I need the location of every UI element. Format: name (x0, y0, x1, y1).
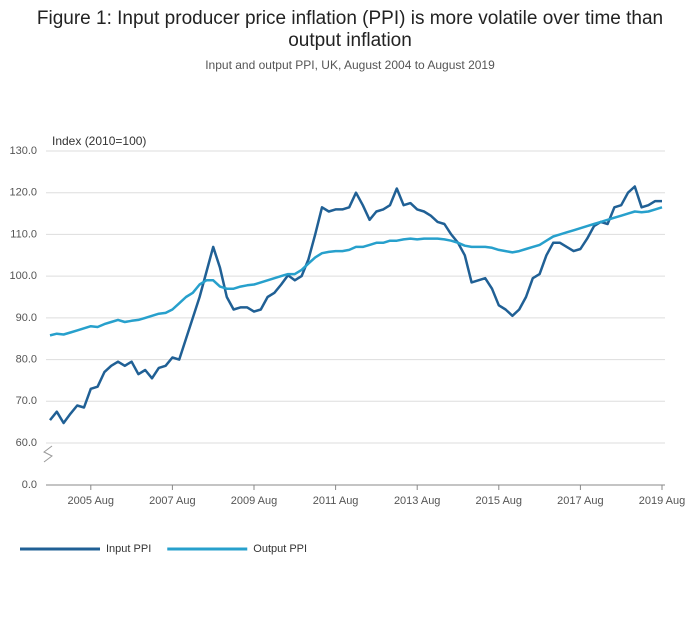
x-tick-label: 2011 Aug (313, 495, 359, 507)
line-series (49, 185, 662, 425)
y-tick-label: 60.0 (16, 437, 37, 449)
y-tick-label: 0.0 (22, 479, 37, 491)
line-series (49, 206, 663, 337)
legend-label: Output PPI (253, 543, 307, 555)
y-tick-label: 110.0 (10, 228, 37, 240)
x-tick-label: 2005 Aug (68, 495, 115, 507)
y-tick-label: 70.0 (16, 395, 37, 407)
y-tick-label: 90.0 (16, 312, 37, 324)
chart-title: Figure 1: Input producer price inflation… (36, 8, 664, 51)
chart-subtitle: Input and output PPI, UK, August 2004 to… (205, 58, 495, 72)
x-tick-label: 2017 Aug (557, 495, 604, 507)
x-tick-label: 2009 Aug (231, 495, 278, 507)
x-tick-label: 2015 Aug (476, 495, 523, 507)
x-tick-label: 2007 Aug (149, 495, 196, 507)
x-tick-label: 2019 Aug (639, 495, 686, 507)
y-tick-label: 100.0 (9, 270, 37, 282)
axis-break (43, 445, 53, 463)
y-tick-label: 120.0 (9, 187, 37, 199)
x-tick-label: 2013 Aug (394, 495, 441, 507)
y-tick-label: 80.0 (16, 353, 37, 365)
y-tick-label: 130.0 (9, 145, 37, 157)
y-axis-label: Index (2010=100) (52, 134, 146, 148)
legend-label: Input PPI (106, 543, 151, 555)
